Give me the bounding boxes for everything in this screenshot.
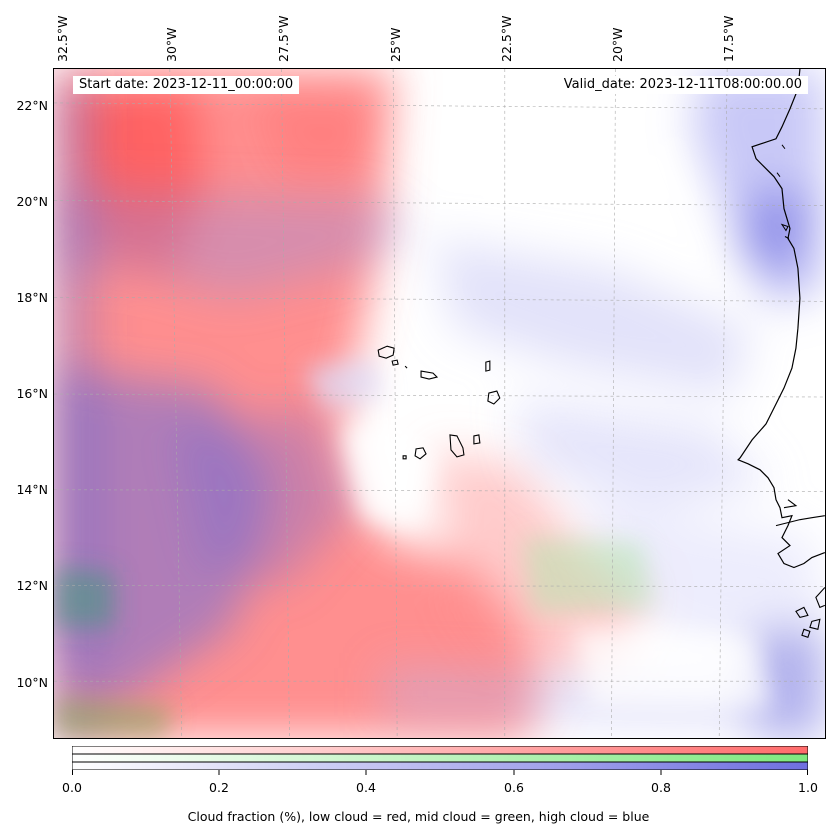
- island-brava: [402, 455, 407, 460]
- colorbar-tick-label: 0.0: [62, 780, 82, 795]
- colorbar-ticks: [72, 770, 808, 775]
- island-maio: [473, 434, 481, 445]
- island-fogo: [414, 447, 427, 460]
- island-santiago: [449, 434, 465, 458]
- island-santo-antao: [377, 345, 395, 359]
- bissagos-islands: [795, 587, 825, 638]
- lat-label: 12°N: [16, 578, 48, 593]
- cape-verde-islands: [377, 345, 501, 460]
- lat-label: 20°N: [16, 194, 48, 209]
- colorbar-tick-label: 0.8: [651, 780, 671, 795]
- lat-label: 18°N: [16, 290, 48, 305]
- lon-label: 17.5°W: [721, 15, 736, 62]
- cloud-fraction-map: [54, 69, 825, 738]
- colorbar-tick-label: 1.0: [798, 780, 818, 795]
- lat-label: 14°N: [16, 482, 48, 497]
- colorbar-tick-label: 0.4: [356, 780, 376, 795]
- gridlines: [54, 69, 825, 738]
- island-boa-vista: [487, 390, 501, 405]
- start-date-label: Start date: 2023-12-11_00:00:00: [73, 76, 300, 94]
- map-panel: [53, 68, 826, 739]
- colorbar-low: [72, 746, 808, 755]
- colorbar-high: [72, 761, 808, 770]
- lon-label: 27.5°W: [276, 15, 291, 62]
- high-cloud-layer: [54, 69, 825, 738]
- small-islets: [776, 144, 790, 239]
- island-sal: [485, 360, 491, 372]
- mid-cloud-layer: [54, 537, 653, 738]
- lon-label: 25°W: [388, 27, 403, 62]
- lon-label: 32.5°W: [55, 15, 70, 62]
- lat-label: 22°N: [16, 98, 48, 113]
- valid-date-label: Valid_date: 2023-12-11T08:00:00.00: [557, 76, 808, 94]
- island-santa-luzia: [404, 365, 408, 369]
- colorbar: [72, 746, 808, 770]
- island-sao-vicente: [391, 359, 399, 366]
- colorbar-tick-label: 0.2: [209, 780, 229, 795]
- lat-label: 10°N: [16, 675, 48, 690]
- clear-sky-patches: [303, 138, 773, 708]
- colorbar-tick-label: 0.6: [504, 780, 524, 795]
- lon-label: 22.5°W: [499, 15, 514, 62]
- gambia-estuary: [775, 515, 825, 527]
- lat-label: 16°N: [16, 386, 48, 401]
- colorbar-mid: [72, 753, 808, 763]
- african-coastline: [737, 69, 825, 569]
- lon-label: 20°W: [610, 27, 625, 62]
- island-sao-nicolau: [420, 370, 439, 380]
- senegal-river-mouth: [783, 499, 798, 509]
- lon-label: 30°W: [164, 27, 179, 62]
- colorbar-label: Cloud fraction (%), low cloud = red, mid…: [187, 809, 650, 824]
